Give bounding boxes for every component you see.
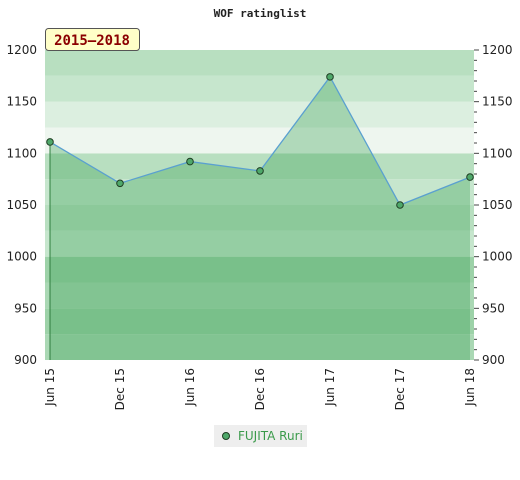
data-point[interactable] xyxy=(396,201,404,209)
y-axis-left: 900 950 1000 1050 1100 1150 1200 xyxy=(6,43,37,367)
background-band xyxy=(45,101,474,128)
y-tick-label-left: 950 xyxy=(14,301,37,315)
y-tick-label-right: 1200 xyxy=(482,43,513,57)
data-point[interactable] xyxy=(466,173,474,181)
x-tick-label: Dec 15 xyxy=(113,368,127,410)
data-point[interactable] xyxy=(46,138,54,146)
background-band xyxy=(45,127,474,154)
legend[interactable]: FUJITA Ruri xyxy=(214,425,307,447)
y-tick-label-right: 1000 xyxy=(482,250,513,264)
background-band xyxy=(45,334,474,360)
data-point[interactable] xyxy=(186,157,194,166)
y-tick-label-left: 900 xyxy=(14,353,37,367)
y-tick-label-right: 900 xyxy=(482,353,505,367)
background-band xyxy=(45,205,474,231)
background-bands xyxy=(45,50,474,360)
x-tick-label: Jun 17 xyxy=(323,368,337,407)
y-tick-label-left: 1100 xyxy=(6,146,37,160)
y-axis-right: 900 950 1000 1050 1100 1150 1200 xyxy=(474,43,513,367)
series-area xyxy=(50,76,470,360)
x-tick-label: Dec 16 xyxy=(253,368,267,410)
area-fill-layer xyxy=(49,76,470,360)
data-point[interactable] xyxy=(256,167,264,175)
y-tick-label-right: 1050 xyxy=(482,198,513,212)
y-tick-label-right: 1100 xyxy=(482,146,513,160)
background-band xyxy=(45,50,474,76)
data-point[interactable] xyxy=(116,179,124,188)
x-axis: Jun 15 Dec 15 Jun 16 Dec 16 Jun 17 Dec 17 Jun … xyxy=(43,368,477,410)
legend-box xyxy=(214,425,307,447)
x-tick-label: Jun 18 xyxy=(463,368,477,407)
x-tick-label: Jun 16 xyxy=(183,368,197,407)
x-tick-label: Dec 17 xyxy=(393,368,407,410)
period-badge-box xyxy=(45,28,140,51)
background-band xyxy=(45,256,474,283)
y-tick-label-left: 1150 xyxy=(6,95,37,109)
legend-item-label[interactable]: FUJITA Ruri xyxy=(238,429,303,443)
background-band xyxy=(45,230,474,257)
chart-title: WOF ratinglist xyxy=(214,7,307,20)
y-tick-label-right: 1150 xyxy=(482,95,513,109)
x-tick-label: Jun 15 xyxy=(43,368,57,407)
y-tick-label-left: 1200 xyxy=(6,43,37,57)
y-tick-label-right: 950 xyxy=(482,301,505,315)
period-badge-label: 2015—2018 xyxy=(54,33,130,49)
y-tick-label-left: 1000 xyxy=(6,250,37,264)
period-badge: 2015—2018 xyxy=(45,28,140,51)
y-tick-label-left: 1050 xyxy=(6,198,37,212)
data-point[interactable] xyxy=(326,73,334,81)
background-band xyxy=(45,308,474,335)
background-band xyxy=(45,75,474,102)
legend-marker-icon xyxy=(222,432,230,440)
series-layer xyxy=(46,73,474,209)
background-band xyxy=(45,153,474,180)
background-band xyxy=(45,282,474,309)
